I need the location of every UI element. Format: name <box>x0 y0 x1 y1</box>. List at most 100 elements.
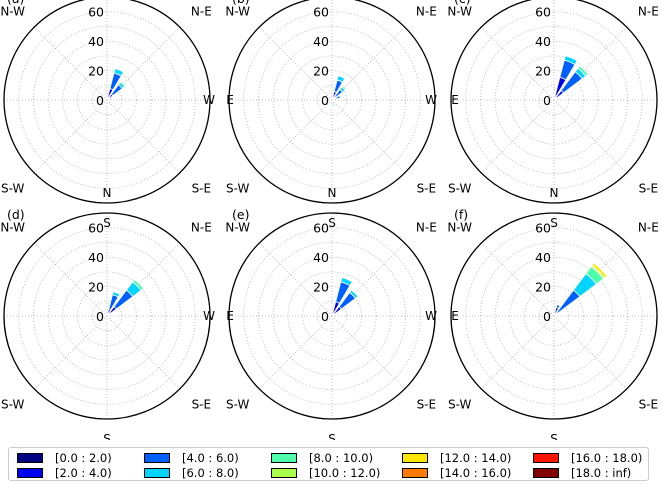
compass-label-n-w: N-W <box>0 221 25 235</box>
compass-label-n-w: N-W <box>225 221 250 235</box>
radial-tick-label: 60 <box>535 221 551 236</box>
compass-label-w: W <box>425 93 437 107</box>
radial-tick-label: 40 <box>535 250 551 265</box>
legend-label: [2.0 : 4.0) <box>55 466 112 480</box>
legend-swatch <box>533 453 559 463</box>
legend-item: [18.0 : inf) <box>533 466 631 480</box>
compass-label-n-e: N-E <box>416 221 437 235</box>
petal-segment <box>591 262 608 279</box>
compass-label-n-w: N-W <box>447 221 472 235</box>
legend-item: [14.0 : 16.0) <box>402 466 511 480</box>
compass-label-n: N <box>103 186 112 200</box>
compass-label-s-e: S-E <box>639 397 659 411</box>
petal-segment <box>110 96 114 100</box>
legend-swatch <box>402 468 428 478</box>
panel-label: (d) <box>7 207 25 222</box>
windrose-figure: 0204060NN-EES-ESS-WWN-W(a)0204060NN-EES-… <box>0 0 659 440</box>
polar-frame <box>450 212 658 420</box>
compass-label-n-w: N-W <box>225 5 250 19</box>
legend-label: [4.0 : 6.0) <box>182 451 239 465</box>
petal-segment <box>331 99 336 107</box>
legend-item: [8.0 : 10.0) <box>271 451 373 465</box>
compass-label-s-e: S-E <box>639 181 659 195</box>
legend-label: [8.0 : 10.0) <box>309 451 374 465</box>
petal-segment <box>336 75 346 83</box>
panel-label: (f) <box>454 207 468 222</box>
compass-label-w: W <box>203 93 215 107</box>
legend: [0.0 : 2.0) [2.0 : 4.0) [4.0 : 6.0) [6.0 : … <box>8 447 649 481</box>
radial-tick-label: 60 <box>313 5 329 20</box>
compass-label-n-e: N-E <box>191 5 212 19</box>
legend-item: [16.0 : 18.0) <box>533 451 642 465</box>
legend-label: [16.0 : 18.0) <box>571 451 643 465</box>
radial-tick-label: 60 <box>535 5 551 20</box>
radial-tick-label: 60 <box>313 221 329 236</box>
radial-tick-label: 0 <box>543 309 551 324</box>
petal-segment <box>556 289 581 314</box>
compass-label-n-e: N-E <box>191 221 212 235</box>
radial-tick-label: 20 <box>313 280 329 295</box>
legend-swatch <box>271 453 297 463</box>
radial-tick-label: 60 <box>88 5 104 20</box>
panel-label: (e) <box>232 207 249 222</box>
petal-segment <box>112 291 121 298</box>
radial-tick-label: 40 <box>313 34 329 49</box>
compass-label-s-w: S-W <box>226 397 249 411</box>
compass-label-s-e: S-E <box>192 397 212 411</box>
petal-segment <box>563 55 578 66</box>
legend-swatch <box>271 468 297 478</box>
radial-tick-label: 20 <box>535 64 551 79</box>
radial-tick-label: 0 <box>96 309 104 324</box>
compass-label-s-e: S-E <box>417 397 437 411</box>
compass-label-s-e: S-E <box>417 181 437 195</box>
legend-label: [12.0 : 14.0) <box>440 451 512 465</box>
radial-tick-label: 20 <box>313 64 329 79</box>
legend-swatch <box>17 468 43 478</box>
legend-label: [0.0 : 2.0) <box>55 451 112 465</box>
compass-label-s-w: S-W <box>448 397 471 411</box>
petal-segment <box>555 304 561 309</box>
radial-tick-label: 40 <box>88 250 104 265</box>
legend-label: [14.0 : 16.0) <box>440 466 512 480</box>
legend-item: [4.0 : 6.0) <box>144 451 239 465</box>
polar-frame <box>228 212 436 420</box>
petal-segment <box>335 94 342 100</box>
petal-segment <box>113 68 124 77</box>
compass-label-s-e: S-E <box>192 181 212 195</box>
compass-label-n-e: N-E <box>638 221 659 235</box>
petal-segment <box>340 277 353 287</box>
radial-tick-label: 60 <box>88 221 104 236</box>
polar-frame <box>228 0 436 204</box>
compass-label-s: S <box>550 432 558 440</box>
radial-tick-label: 20 <box>88 280 104 295</box>
radial-tick-label: 0 <box>543 93 551 108</box>
polar-frame <box>3 0 211 204</box>
panel-label: (c) <box>454 0 471 6</box>
petal-segment <box>132 279 144 291</box>
panel-label: (b) <box>232 0 250 6</box>
legend-swatch <box>402 453 428 463</box>
compass-label-s-w: S-W <box>226 181 249 195</box>
compass-label-n-w: N-W <box>447 5 472 19</box>
compass-label-s: S <box>103 432 111 440</box>
compass-label-s-w: S-W <box>448 181 471 195</box>
compass-label-s-w: S-W <box>1 181 24 195</box>
legend-item: [12.0 : 14.0) <box>402 451 511 465</box>
compass-label-s-w: S-W <box>1 397 24 411</box>
legend-item: [6.0 : 8.0) <box>144 466 239 480</box>
legend-item: [10.0 : 12.0) <box>271 466 380 480</box>
polar-frame <box>3 212 211 420</box>
panel-label: (a) <box>7 0 24 6</box>
polar-frame <box>450 0 658 204</box>
radial-tick-label: 0 <box>96 93 104 108</box>
petal-segment <box>577 65 589 77</box>
compass-label-w: W <box>425 309 437 323</box>
legend-swatch <box>144 453 170 463</box>
compass-label-s: S <box>328 432 336 440</box>
